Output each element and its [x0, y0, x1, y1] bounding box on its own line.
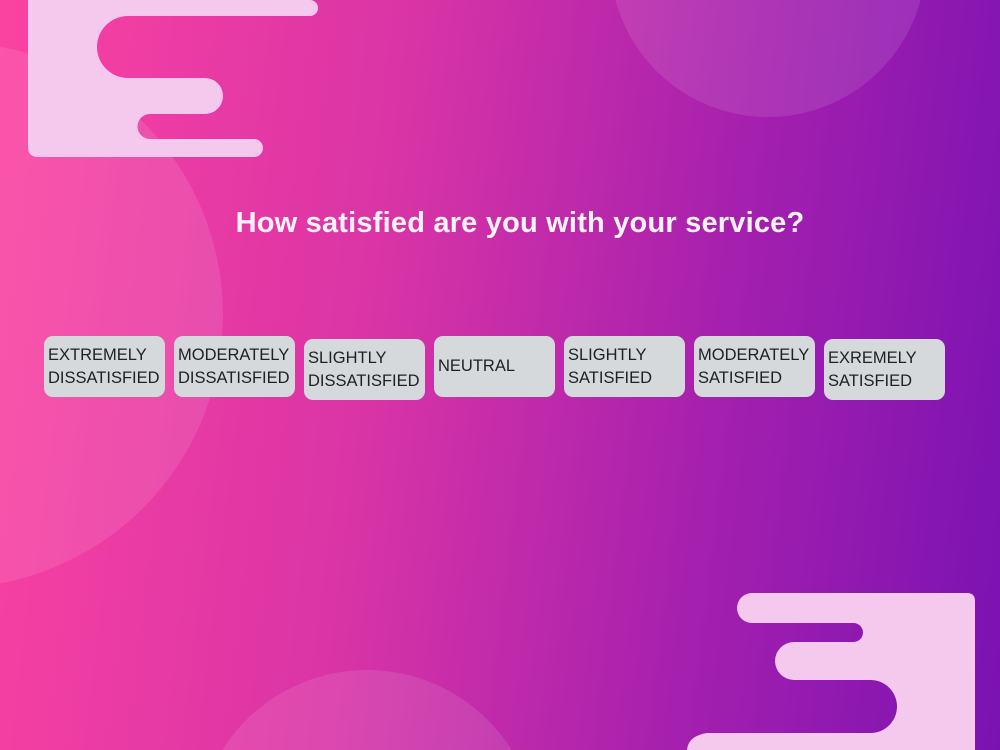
option-exremely-satisfied[interactable]: EXREMELY SATISFIED	[824, 339, 945, 400]
option-label: EXREMELY SATISFIED	[828, 348, 917, 390]
option-moderately-satisfied[interactable]: MODERATELY SATISFIED	[694, 336, 815, 397]
decor-blob-top-left	[28, 0, 318, 157]
option-label: SLIGHTLY SATISFIED	[568, 345, 653, 387]
decor-blob-bottom-right	[687, 593, 975, 750]
option-label: MODERATELY SATISFIED	[698, 345, 809, 387]
option-label: EXTREMELY DISSATISFIED	[48, 345, 160, 387]
option-moderately-dissatisfied[interactable]: MODERATELY DISSATISFIED	[174, 336, 295, 397]
option-label: NEUTRAL	[438, 357, 516, 376]
option-neutral[interactable]: NEUTRAL	[434, 336, 555, 397]
option-extremely-dissatisfied[interactable]: EXTREMELY DISSATISFIED	[44, 336, 165, 397]
decor-circle-bottom	[196, 670, 538, 750]
option-slightly-satisfied[interactable]: SLIGHTLY SATISFIED	[564, 336, 685, 397]
page-title: How satisfied are you with your service?	[235, 207, 805, 239]
options-row: EXTREMELY DISSATISFIED MODERATELY DISSAT…	[44, 336, 945, 400]
option-label: MODERATELY DISSATISFIED	[178, 345, 290, 387]
decor-circle-top-right	[610, 0, 926, 117]
option-slightly-dissatisfied[interactable]: SLIGHTLY DISSATISFIED	[304, 339, 425, 400]
option-label: SLIGHTLY DISSATISFIED	[308, 348, 420, 390]
